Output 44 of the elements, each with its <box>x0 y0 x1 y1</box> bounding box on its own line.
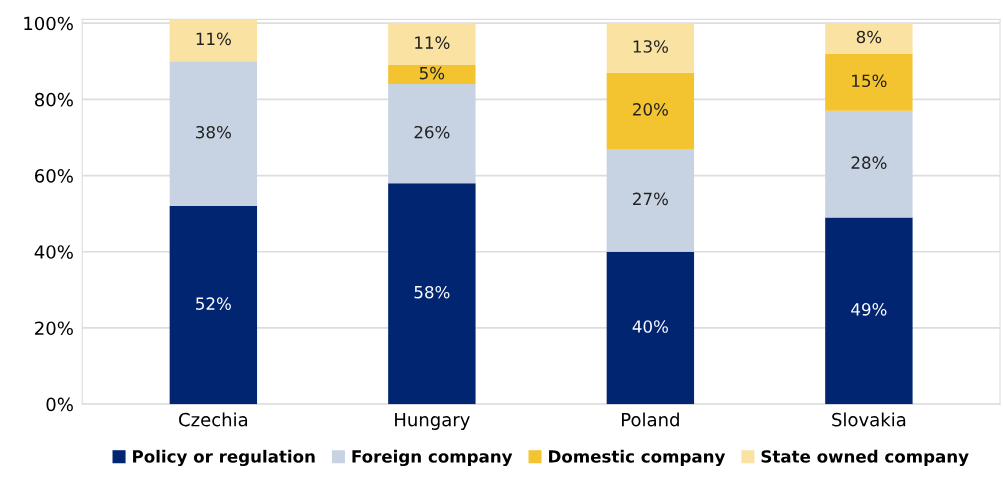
x-tick-label: Slovakia <box>832 412 906 427</box>
y-tick-label: 0% <box>46 397 73 412</box>
data-label: 52% <box>196 297 231 310</box>
data-label: 11% <box>196 32 231 46</box>
y-tick-label: 60% <box>35 169 73 183</box>
data-label: 38% <box>196 125 231 139</box>
bar <box>606 148 695 252</box>
x-tick-label: Poland <box>622 412 679 427</box>
bar <box>388 183 476 405</box>
bar <box>825 23 913 54</box>
y-tick-label: 100% <box>24 16 73 31</box>
legend-label: Policy or regulation <box>133 449 315 467</box>
bar <box>606 23 695 73</box>
bar <box>606 72 695 149</box>
bar <box>825 217 913 405</box>
bar <box>825 53 913 111</box>
bar <box>388 23 476 66</box>
data-label: 8% <box>856 30 882 44</box>
data-label: 58% <box>414 285 450 299</box>
bar <box>388 84 476 184</box>
y-tick-label: 20% <box>35 321 73 336</box>
legend-label: State owned company <box>761 449 969 467</box>
data-label: 27% <box>633 192 668 206</box>
bar <box>606 251 695 405</box>
legend-label: Domestic company <box>549 449 726 467</box>
y-tick-label: 80% <box>35 92 73 107</box>
bar <box>388 65 476 85</box>
data-label: 26% <box>414 125 450 139</box>
data-label: 5% <box>419 66 445 80</box>
data-label: 28% <box>851 156 887 169</box>
data-label: 15% <box>852 74 887 88</box>
data-label: 20% <box>633 103 668 116</box>
x-tick-label: Hungary <box>395 413 470 430</box>
bar <box>825 110 913 218</box>
data-label: 40% <box>632 320 668 333</box>
bar <box>169 61 258 207</box>
x-tick-label: Czechia <box>179 412 248 427</box>
y-tick-label: 40% <box>34 245 73 259</box>
bar <box>169 19 258 62</box>
bar <box>169 206 258 405</box>
legend-label: Foreign company <box>352 449 513 467</box>
data-label: 49% <box>851 303 887 316</box>
data-label: 11% <box>415 36 450 49</box>
data-label: 13% <box>633 40 668 53</box>
